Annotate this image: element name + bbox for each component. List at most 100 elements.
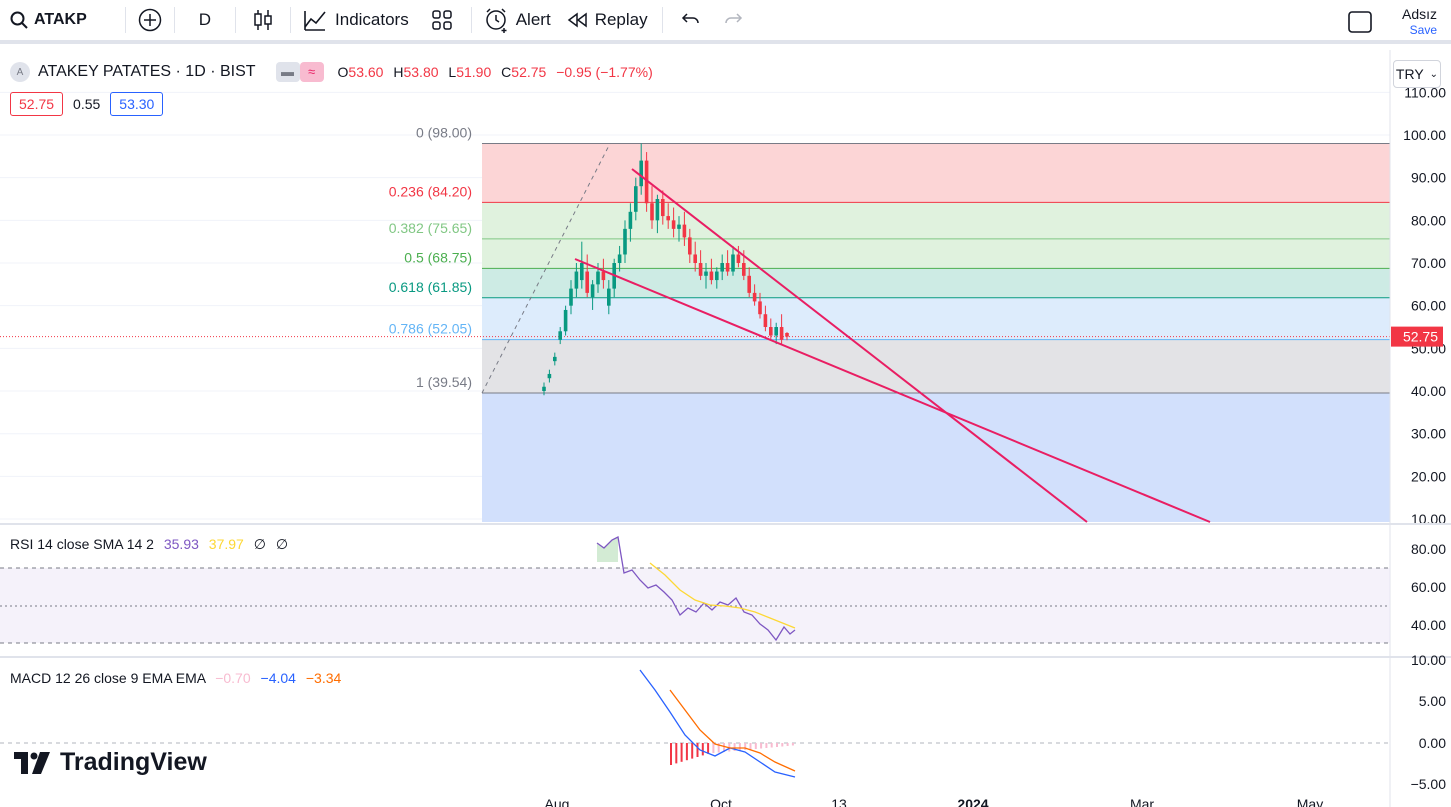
save-button[interactable]: Save — [1409, 23, 1437, 37]
alert-label: Alert — [515, 10, 551, 29]
candle-body — [580, 263, 584, 281]
last-price-tag — [1391, 326, 1443, 347]
price-tick-label: 70.00 — [1411, 255, 1446, 271]
rsi-tick-label: 40.00 — [1411, 617, 1446, 633]
replay-button[interactable]: Replay — [559, 0, 656, 42]
macd-histogram-bar — [776, 743, 778, 747]
grid-icon — [431, 10, 452, 30]
rsi-legend: RSI 14 close SMA 14 2 35.93 37.97 ∅ ∅ — [10, 536, 288, 553]
macd-histogram-bar — [696, 743, 699, 757]
candle-body — [698, 263, 703, 276]
symbol-search-button[interactable]: ATAKP — [0, 0, 95, 42]
candle-body — [774, 327, 778, 336]
brand-name: TradingView — [60, 748, 207, 776]
candle-body — [704, 271, 708, 276]
macd-histogram-bar — [691, 743, 694, 759]
chart-type-button[interactable] — [240, 0, 286, 42]
user-save-block[interactable]: Adsız Save — [1402, 6, 1451, 38]
divider — [661, 7, 663, 33]
tradingview-icon — [14, 751, 50, 774]
low-value: 51.90 — [456, 64, 492, 80]
search-icon — [10, 11, 28, 29]
candle-body — [574, 271, 579, 289]
ohlc-values: O53.60 H53.80 L51.90 C52.75 −0.95 (−1.77… — [338, 64, 659, 80]
fib-level-label: 0.236 (84.20) — [389, 183, 472, 199]
rsi-label[interactable]: RSI 14 close SMA 14 2 — [10, 536, 154, 552]
last-price-label: 52.75 — [1403, 329, 1438, 345]
tradingview-logo[interactable]: TradingView — [14, 748, 207, 777]
price-tick-label: 80.00 — [1411, 212, 1446, 228]
candle-body — [634, 186, 638, 212]
redo-button[interactable] — [715, 0, 751, 42]
candles-icon — [254, 10, 272, 30]
macd-signal-line — [669, 689, 796, 772]
macd-histogram-bar — [680, 743, 683, 762]
candle-body — [542, 386, 546, 392]
currency-select[interactable]: TRY ⌄ — [1393, 60, 1441, 88]
indicators-button[interactable]: Indicators — [295, 0, 417, 42]
bid-ask-row: 52.75 0.55 53.30 — [10, 92, 164, 116]
plus-circle-icon — [138, 8, 161, 32]
price-tick-label: 40.00 — [1411, 383, 1446, 399]
fib-zone — [482, 202, 1390, 239]
candle-body — [758, 301, 762, 315]
replay-icon — [567, 12, 587, 28]
interval-button[interactable]: D — [179, 0, 231, 42]
close-value: 52.75 — [511, 64, 547, 80]
indicators-label: Indicators — [335, 10, 409, 29]
undo-icon — [681, 13, 699, 24]
compare-button[interactable] — [130, 0, 170, 42]
macd-histogram-bar — [754, 743, 757, 749]
candle-body — [569, 288, 573, 306]
rsi-line — [596, 536, 796, 642]
trend-lines[interactable] — [574, 168, 1211, 523]
macd-label[interactable]: MACD 12 26 close 9 EMA EMA — [10, 670, 206, 686]
divider — [470, 7, 472, 33]
candle-body — [725, 263, 730, 272]
macd-histogram-bar — [701, 743, 704, 756]
candle-body — [617, 254, 622, 264]
templates-button[interactable] — [417, 0, 467, 42]
alert-button[interactable]: Alert — [476, 0, 559, 42]
fib-zone — [482, 238, 1390, 269]
rsi-extra-1: ∅ — [253, 536, 266, 552]
sell-price-button[interactable]: 52.75 — [10, 92, 64, 116]
macd-hist-value: −0.70 — [215, 670, 251, 686]
fibonacci-retracement[interactable]: 0 (98.00) 0.236 (84.20) 0.382 (75.65) 0.5 (… — [0, 125, 1390, 522]
candle-body — [666, 216, 670, 221]
minus-toggle-icon[interactable]: ▬ — [275, 62, 300, 82]
time-axis[interactable]: Aug Oct 13 2024 Mar May — [545, 796, 1324, 807]
low-label: L — [448, 64, 457, 80]
macd-histogram-bar — [770, 743, 773, 748]
candle-body — [682, 224, 687, 238]
buy-price-button[interactable]: 53.30 — [110, 92, 164, 116]
candle-body — [709, 271, 714, 281]
candle-body — [558, 331, 562, 340]
rsi-extra-2: ∅ — [275, 536, 289, 552]
macd-tick-label: 0.00 — [1419, 735, 1446, 751]
candle-body — [742, 263, 746, 276]
fib-level-label: 1 (39.54) — [416, 374, 472, 390]
candle-body — [677, 224, 681, 229]
rsi-overbought-fill — [597, 537, 618, 562]
macd-histogram-bar — [749, 743, 752, 750]
symbol-badge: A — [10, 62, 30, 82]
price-tick-label: 20.00 — [1411, 468, 1446, 484]
currency-label: TRY — [1395, 66, 1424, 82]
candle-body — [601, 271, 606, 281]
time-tick-label: Aug — [545, 796, 570, 807]
macd-signal-value: −3.34 — [305, 670, 342, 686]
symbol-title[interactable]: ATAKEY PATATES · 1D · BIST — [38, 63, 256, 80]
macd-line — [639, 669, 796, 778]
divider — [124, 7, 126, 33]
macd-legend: MACD 12 26 close 9 EMA EMA −0.70 −4.04 −… — [10, 670, 341, 686]
interval-label: D — [198, 10, 212, 29]
wave-toggle-icon[interactable]: ≈ — [299, 62, 324, 82]
candle-body — [623, 228, 627, 255]
fullscreen-button[interactable] — [1340, 0, 1402, 44]
candle-body — [563, 309, 568, 332]
undo-button[interactable] — [667, 0, 715, 42]
macd-histogram-bar — [733, 743, 736, 751]
time-tick-label: Mar — [1130, 796, 1154, 807]
